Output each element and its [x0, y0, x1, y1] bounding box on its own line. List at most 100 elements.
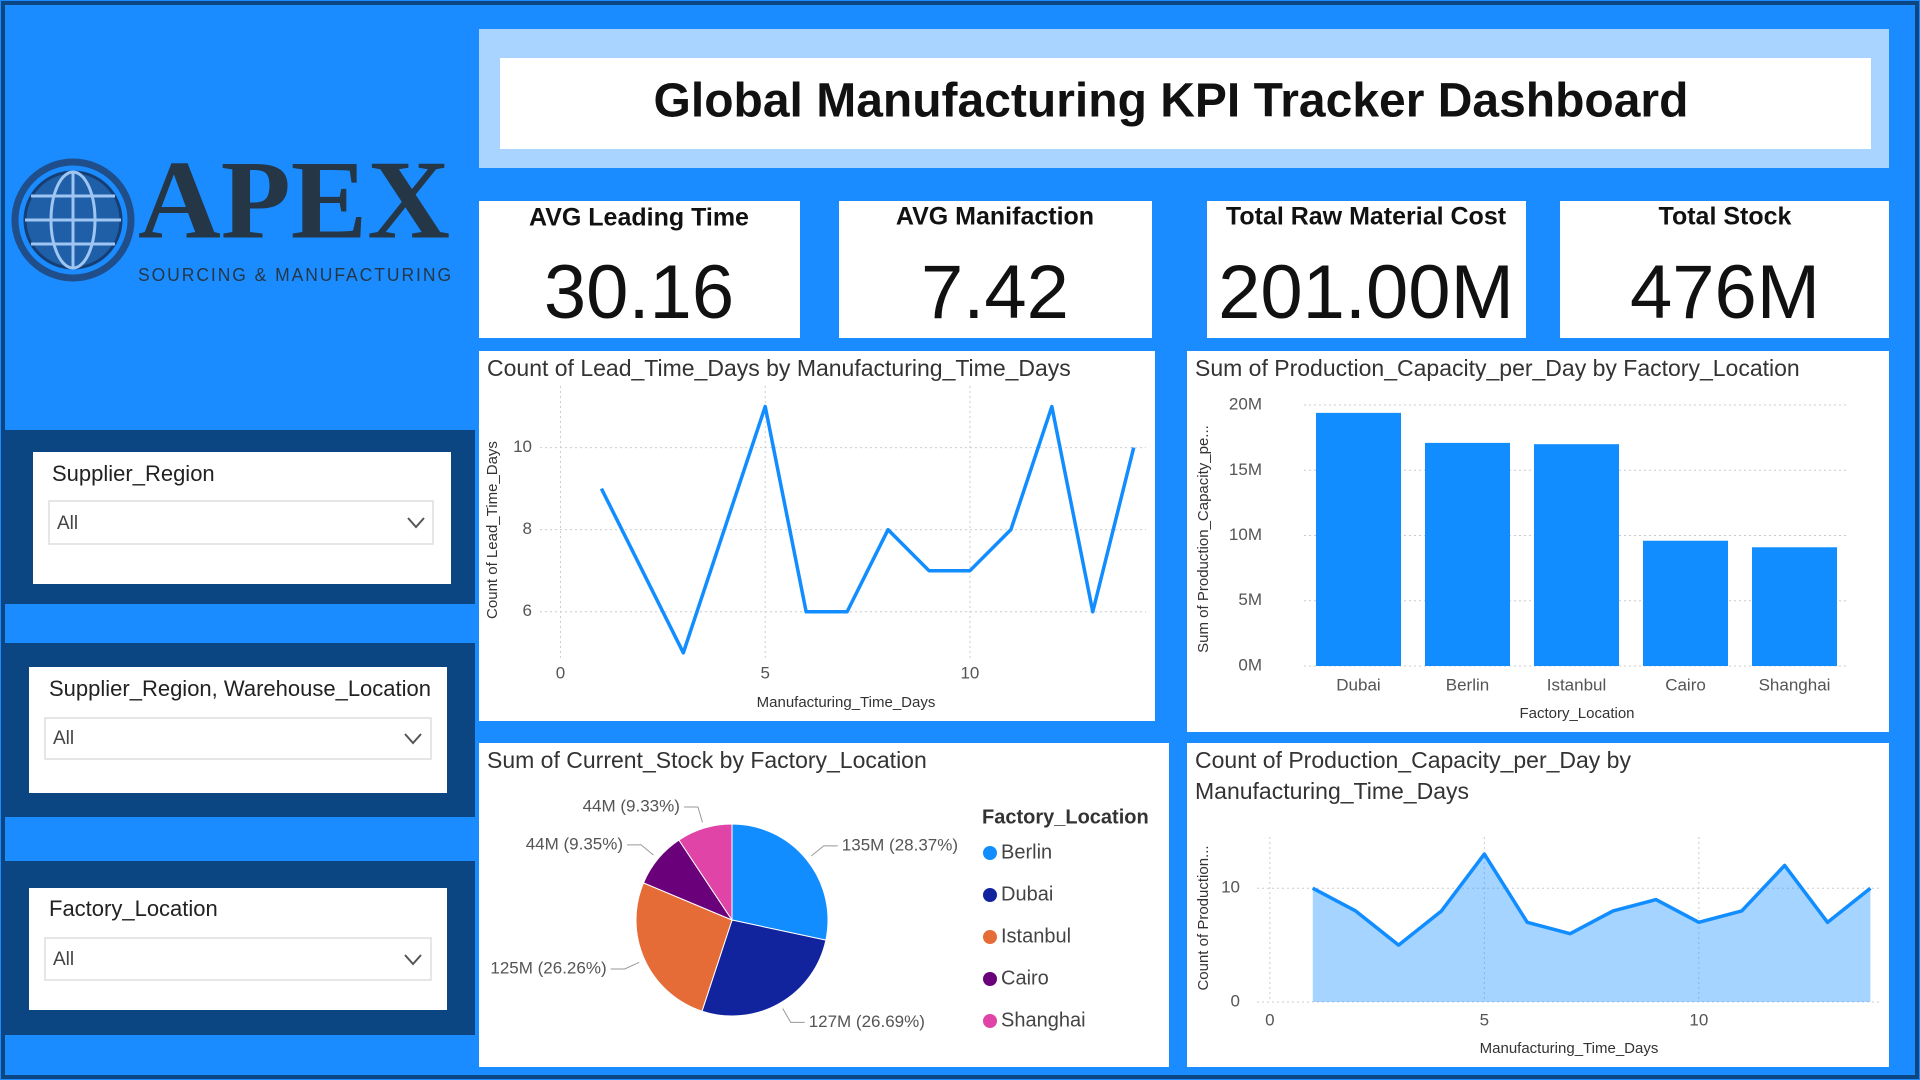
kpi-card [1560, 201, 1889, 338]
y-tick-label: 10 [513, 437, 532, 456]
bar [1533, 444, 1620, 666]
line [599, 404, 1136, 655]
logo-tagline: SOURCING & MANUFACTURING [138, 265, 453, 285]
leader-line [811, 845, 838, 857]
x-tick-label: Cairo [1665, 675, 1706, 694]
slicer-label: Supplier_Region [52, 461, 215, 486]
bar [1642, 540, 1729, 666]
legend-swatch [983, 846, 997, 860]
charts: Count of Lead_Time_Days by Manufacturing… [479, 351, 1889, 1067]
x-axis-title: Factory_Location [1519, 705, 1634, 722]
area-fill [1312, 854, 1871, 1002]
dashboard-title: Global Manufacturing KPI Tracker Dashboa… [654, 75, 1689, 128]
legend-label: Istanbul [1001, 925, 1071, 947]
chart-panel [479, 351, 1155, 721]
y-axis-title: Sum of Production_Capacity_pe... [1195, 425, 1212, 653]
leader-line [683, 806, 704, 823]
leader-line [627, 844, 654, 856]
kpi-label: AVG Leading Time [529, 204, 749, 232]
kpi-card [839, 201, 1152, 338]
header-box [500, 58, 1871, 149]
area-line [1311, 852, 1872, 947]
x-tick-label: 0 [556, 663, 565, 682]
logo-name: APEX [138, 139, 450, 263]
legend-swatch [983, 930, 997, 944]
x-tick-label: 10 [960, 663, 979, 682]
slicer-selection: All [53, 728, 74, 749]
kpi-card [1207, 201, 1526, 338]
legend-label: Cairo [1001, 967, 1049, 989]
data-label: 135M (28.37%) [842, 835, 958, 854]
legend-swatch [983, 972, 997, 986]
chart-title-box: Count of Production_Capacity_per_Day by … [1195, 747, 1631, 805]
bar [1315, 412, 1402, 666]
kpi-value: 476M [1630, 250, 1820, 335]
y-tick-label: 0M [1238, 655, 1262, 674]
kpi-label: Total Stock [1659, 203, 1792, 231]
legend-label: Dubai [1001, 883, 1053, 905]
kpi-label: Total Raw Material Cost [1226, 203, 1507, 231]
leader-line [610, 961, 640, 970]
data-label: 44M (9.33%) [583, 797, 680, 816]
y-tick-label: 10M [1229, 525, 1262, 544]
y-tick-label: 5M [1238, 590, 1262, 609]
leader-line [782, 1008, 805, 1023]
legend-title: Factory_Location [982, 806, 1149, 828]
kpi-card [479, 201, 800, 338]
slicer-dropdown[interactable] [44, 937, 432, 981]
data-label: 125M (26.26%) [490, 958, 606, 977]
globe [11, 158, 135, 282]
y-tick-label: 10 [1221, 878, 1240, 897]
x-tick-label: 5 [1480, 1010, 1489, 1029]
legend-label: Shanghai [1001, 1009, 1086, 1031]
chart-title: Count of Lead_Time_Days by Manufacturing… [487, 355, 1071, 381]
pie-slice [731, 823, 829, 941]
chart-title: Sum of Production_Capacity_per_Day by Fa… [1195, 355, 1800, 381]
logo: APEX SOURCING & MANUFACTURING [11, 139, 453, 285]
x-tick-label: 5 [760, 663, 769, 682]
x-tick-label: Shanghai [1759, 675, 1831, 694]
kpi-value: 7.42 [921, 250, 1069, 335]
x-tick-label: Dubai [1336, 675, 1380, 694]
x-axis-title: Manufacturing_Time_Days [757, 694, 936, 711]
chevron [404, 733, 422, 745]
kpi-value: 30.16 [544, 250, 734, 335]
y-tick-label: 15M [1229, 460, 1262, 479]
slicer-dropdown[interactable] [44, 717, 432, 760]
chart-title-box: Sum of Production_Capacity_per_Day by Fa… [1195, 355, 1800, 381]
bar [1751, 547, 1838, 666]
pie-slice [635, 882, 733, 1012]
slicer-selection: All [57, 513, 78, 534]
pie-slice [701, 919, 827, 1017]
chart-title: Sum of Current_Stock by Factory_Location [487, 747, 927, 773]
x-tick-label: Istanbul [1547, 675, 1607, 694]
chart-title: Count of Production_Capacity_per_Day by … [1195, 747, 1631, 805]
y-tick-label: 20M [1229, 395, 1262, 414]
slicer-label: Factory_Location [49, 896, 218, 921]
kpi-label: AVG Manifaction [896, 203, 1094, 231]
legend-label: Berlin [1001, 841, 1052, 863]
x-tick-label: 0 [1265, 1010, 1274, 1029]
legend-swatch [983, 888, 997, 902]
y-axis-title: Count of Lead_Time_Days [484, 441, 501, 619]
y-axis-title: Count of Production... [1195, 845, 1212, 990]
data-label: 44M (9.35%) [526, 834, 623, 853]
kpi-value: 201.00M [1218, 250, 1514, 335]
legend-swatch [983, 1014, 997, 1028]
slicer-dropdown[interactable] [48, 500, 434, 545]
y-tick-label: 6 [523, 601, 532, 620]
y-tick-label: 8 [523, 519, 532, 538]
data-label: 127M (26.69%) [809, 1012, 925, 1031]
chart-panel [1187, 743, 1889, 1067]
chevron [407, 517, 425, 529]
chevron [404, 954, 422, 966]
chart-title-box: Sum of Current_Stock by Factory_Location [487, 747, 927, 773]
bar [1424, 442, 1511, 666]
chart-title-box: Count of Lead_Time_Days by Manufacturing… [487, 355, 1071, 381]
y-tick-label: 0 [1231, 991, 1240, 1010]
pie-slice [678, 823, 733, 922]
slicer-selection: All [53, 949, 74, 970]
